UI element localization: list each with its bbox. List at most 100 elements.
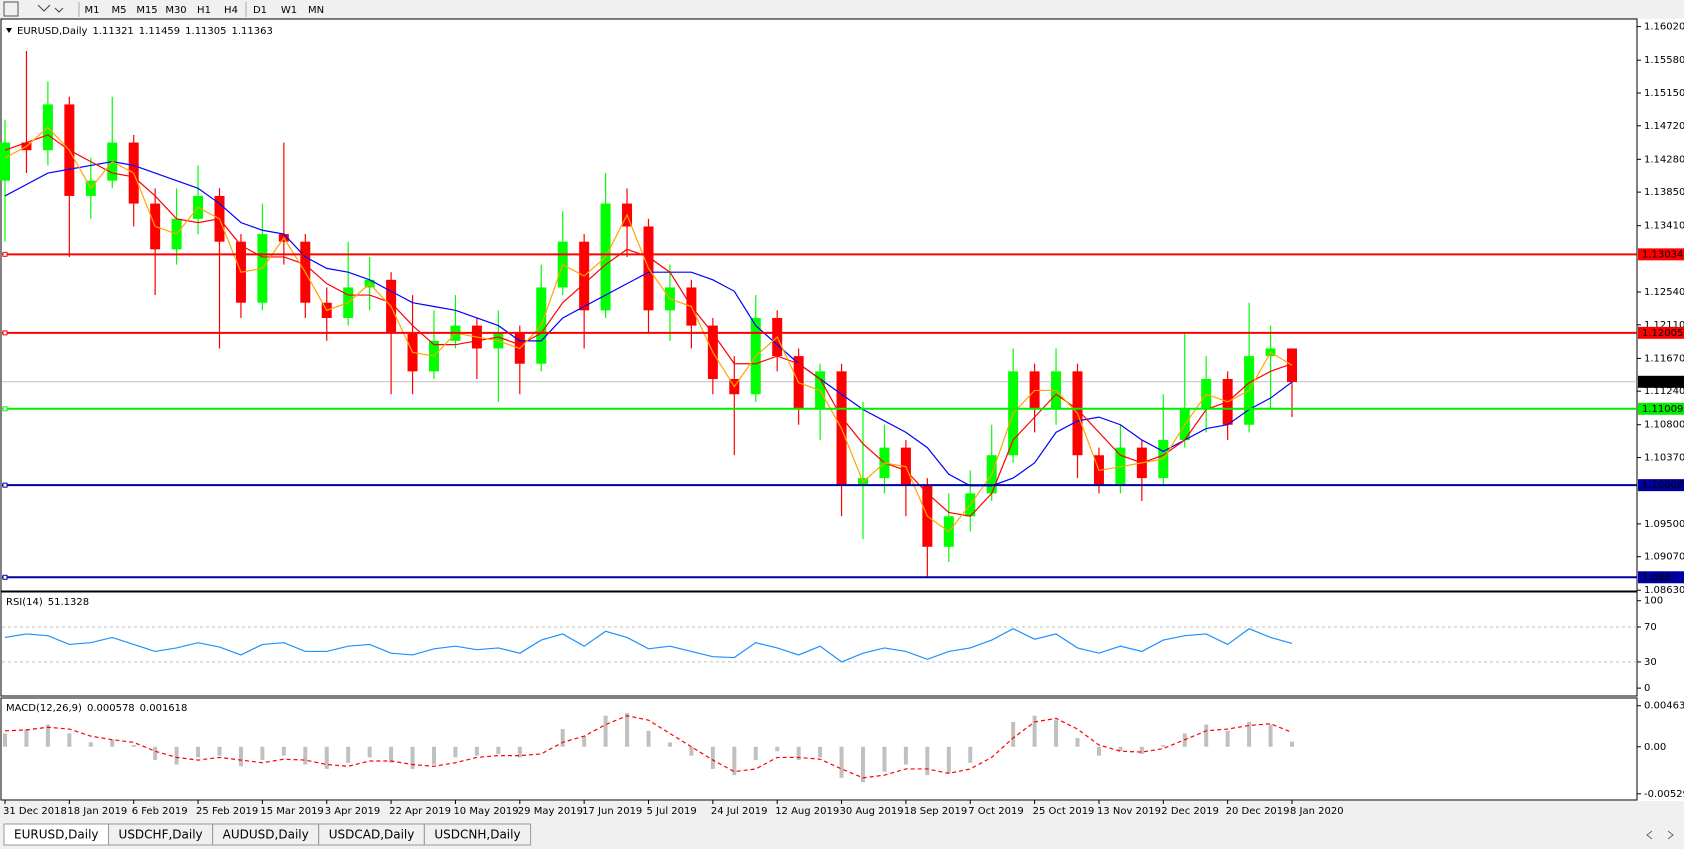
timeframe-button[interactable]: MN (308, 5, 324, 16)
y-tick-label: 30 (1644, 657, 1657, 668)
x-tick-label: 7 Oct 2019 (968, 806, 1023, 817)
tab-label[interactable]: USDCAD,Daily (329, 828, 415, 842)
tab-label[interactable]: USDCNH,Daily (434, 828, 520, 842)
macd-bar (603, 715, 608, 747)
indicator-line (4, 628, 1293, 663)
macd-bar (582, 736, 587, 747)
level-label-box (1638, 479, 1684, 492)
y-tick-label: 1.09500 (1644, 519, 1684, 530)
y-tick-label: 1.10800 (1644, 420, 1684, 431)
y-tick-label: -0.005299 (1644, 789, 1684, 800)
macd-bar (1161, 745, 1166, 747)
header-text: 51.1328 (48, 597, 89, 608)
x-tick-label: 31 Dec 2018 (3, 806, 67, 817)
macd-bar (496, 746, 501, 754)
header-text: EURUSD,Daily (17, 26, 88, 37)
y-tick-label: 1.15580 (1644, 55, 1684, 66)
level-handle[interactable] (2, 482, 8, 488)
macd-bar (153, 746, 158, 761)
timeframe-button[interactable]: M5 (112, 5, 127, 16)
level-label-box (1638, 571, 1684, 584)
macd-bar (861, 746, 865, 783)
tab-label[interactable]: EURUSD,Daily (14, 828, 99, 842)
macd-bar (303, 746, 308, 765)
macd-bar (753, 746, 758, 761)
macd-bar (710, 746, 715, 769)
y-tick-label: 1.14720 (1644, 121, 1684, 132)
level-handle[interactable] (2, 574, 8, 580)
y-tick-label: 1.15150 (1644, 88, 1684, 99)
timeframe-button[interactable]: D1 (253, 5, 267, 16)
x-tick-label: 17 Jun 2019 (582, 806, 642, 817)
y-tick-label: 1.08630 (1644, 585, 1684, 596)
header-text: 1.11305 (185, 26, 226, 37)
macd-bar (131, 745, 136, 747)
macd-bar (1118, 746, 1123, 752)
macd-bar (796, 746, 801, 761)
macd-bar (818, 746, 823, 758)
y-tick-label: 1.10370 (1644, 453, 1684, 464)
macd-bar (367, 746, 372, 758)
x-tick-label: 13 Nov 2019 (1097, 806, 1161, 817)
level-handle[interactable] (2, 330, 8, 336)
macd-bar (882, 746, 887, 772)
moving-average (4, 126, 1293, 533)
macd-bar (281, 746, 286, 756)
macd-bar (946, 746, 951, 774)
tab-scroll[interactable] (1646, 830, 1674, 840)
macd-bar (1204, 724, 1209, 747)
macd-bar (925, 746, 930, 776)
macd-bar (88, 742, 93, 747)
tool-icon[interactable] (3, 1, 19, 17)
header-text: 1.11363 (232, 26, 273, 37)
level-label: 1.13034 (1642, 249, 1683, 260)
x-tick-label: 3 Apr 2019 (325, 806, 380, 817)
tool-icon[interactable] (37, 4, 64, 13)
y-tick-label: 1.12540 (1644, 287, 1684, 298)
collapse-icon[interactable] (6, 28, 12, 33)
timeframe-button[interactable]: M30 (165, 5, 186, 16)
macd-bar (1139, 746, 1144, 754)
level-handle[interactable] (2, 406, 8, 412)
macd-bar (3, 733, 7, 747)
y-tick-label: 1.13850 (1644, 187, 1684, 198)
level-label: 1.11009 (1642, 404, 1683, 415)
macd-bar (389, 746, 394, 763)
macd-bar (432, 746, 436, 765)
tab-label[interactable]: AUDUSD,Daily (223, 828, 309, 842)
y-tick-label: 0.00463 (1644, 701, 1684, 712)
price-label-box (1638, 375, 1684, 388)
timeframe-button[interactable]: W1 (281, 5, 297, 16)
level-label-box (1638, 248, 1684, 261)
timeframe-button[interactable]: M15 (136, 5, 157, 16)
rsi-pane (0, 591, 1638, 697)
timeframe-button[interactable]: H4 (224, 5, 238, 16)
x-tick-label: 12 Aug 2019 (775, 806, 839, 817)
x-tick-label: 29 May 2019 (518, 806, 583, 817)
macd-bar (1011, 721, 1016, 747)
timeframe-button[interactable]: M1 (85, 5, 100, 16)
macd-bar (625, 713, 630, 747)
x-tick-label: 30 Aug 2019 (840, 806, 904, 817)
symbol-tab[interactable] (423, 823, 532, 846)
header-text: 0.001618 (140, 703, 188, 714)
macd-bar (1075, 737, 1080, 747)
level-handle[interactable] (2, 251, 8, 257)
level-label-box (1638, 402, 1684, 415)
y-tick-label: 1.14280 (1644, 154, 1684, 165)
macd-bar (903, 746, 908, 765)
timeframe-button[interactable]: H1 (197, 5, 211, 16)
toolbar (0, 0, 1684, 19)
price-label: 1.11363 (1642, 377, 1683, 388)
tab-label[interactable]: USDCHF,Daily (119, 828, 203, 842)
x-tick-label: 24 Jul 2019 (711, 806, 768, 817)
macd-pane (0, 697, 1638, 801)
header-text: 1.11459 (139, 26, 180, 37)
y-tick-label: 1.12110 (1644, 320, 1684, 331)
macd-bar (410, 746, 415, 769)
macd-bar (1032, 715, 1037, 747)
level-label-box (1638, 326, 1684, 339)
macd-bar (474, 746, 479, 756)
